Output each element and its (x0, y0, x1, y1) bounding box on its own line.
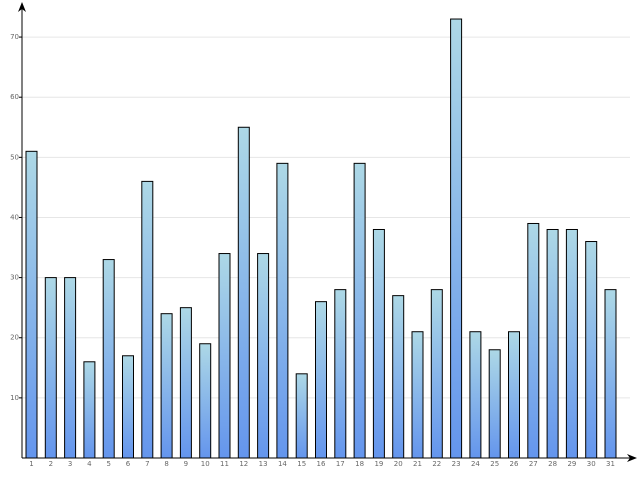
x-tick-label: 5 (106, 460, 110, 468)
bar (372, 228, 385, 459)
x-tick-label: 20 (394, 460, 403, 468)
bar (83, 361, 96, 459)
x-tick-label: 29 (567, 460, 576, 468)
x-tick-label: 7 (145, 460, 149, 468)
y-tick-label: 60 (10, 93, 19, 101)
x-tick-label: 31 (606, 460, 615, 468)
bar (565, 228, 578, 459)
x-tick-label: 22 (432, 460, 441, 468)
x-tick-label: 25 (490, 460, 499, 468)
bar (546, 228, 559, 459)
x-tick-label: 28 (548, 460, 557, 468)
bar (585, 241, 598, 459)
y-tick-label: 50 (10, 153, 19, 161)
x-tick-label: 6 (126, 460, 131, 468)
x-tick-label: 15 (297, 460, 306, 468)
y-tick-label: 70 (10, 33, 19, 41)
bar (64, 277, 77, 459)
y-tick-label: 10 (10, 394, 19, 402)
bar (527, 222, 540, 459)
bar (295, 373, 308, 459)
x-tick-label: 12 (239, 460, 248, 468)
x-tick-label: 23 (452, 460, 461, 468)
x-tick-label: 17 (336, 460, 345, 468)
y-tick-label: 30 (10, 274, 19, 282)
x-tick-label: 1 (29, 460, 33, 468)
bar (199, 343, 212, 459)
bar (508, 331, 520, 459)
x-tick-label: 24 (471, 460, 480, 468)
bar (315, 301, 327, 459)
bar (604, 289, 617, 459)
bar (392, 295, 405, 459)
bar (450, 18, 463, 459)
bar (44, 277, 57, 459)
bar (257, 253, 270, 459)
x-tick-label: 10 (201, 460, 210, 468)
bar (430, 289, 443, 459)
x-tick-label: 26 (510, 460, 519, 468)
x-tick-label: 19 (374, 460, 383, 468)
bar (160, 313, 173, 459)
bar (179, 307, 192, 459)
x-tick-label: 21 (413, 460, 422, 468)
y-tick-label: 20 (10, 334, 19, 342)
bar (141, 180, 154, 459)
bar (353, 162, 366, 459)
bar (25, 150, 38, 459)
x-tick-label: 18 (355, 460, 364, 468)
bar (334, 289, 347, 459)
bar (122, 355, 134, 459)
y-tick-label: 40 (10, 213, 19, 221)
bar (102, 259, 115, 459)
x-tick-label: 9 (184, 460, 188, 468)
x-tick-label: 14 (278, 460, 287, 468)
bar (276, 162, 289, 459)
x-tick-label: 27 (529, 460, 538, 468)
x-tick-label: 8 (164, 460, 168, 468)
bar (218, 253, 231, 459)
bar (469, 331, 482, 459)
x-tick-label: 13 (259, 460, 268, 468)
bar (237, 126, 250, 459)
x-tick-label: 11 (220, 460, 229, 468)
x-tick-label: 30 (587, 460, 596, 468)
bar (411, 331, 424, 459)
x-tick-label: 2 (49, 460, 53, 468)
x-tick-label: 4 (87, 460, 92, 468)
x-tick-label: 16 (317, 460, 326, 468)
x-tick-label: 3 (68, 460, 72, 468)
bar (488, 349, 501, 459)
